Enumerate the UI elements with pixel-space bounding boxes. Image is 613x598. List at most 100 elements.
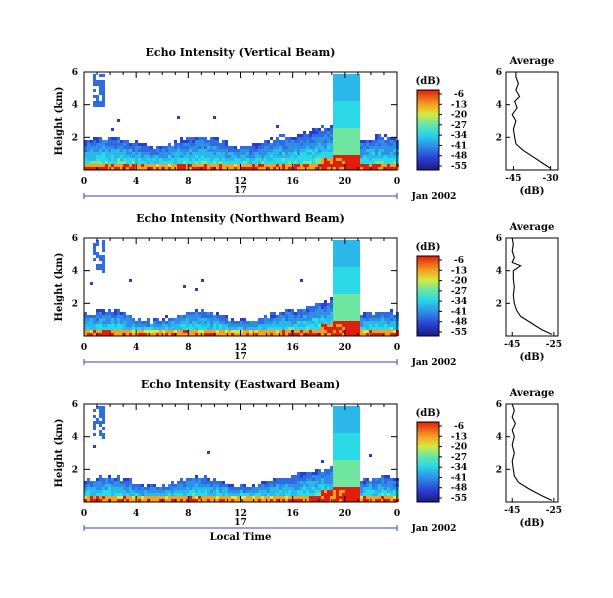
- colorbar-tick: -13: [451, 100, 467, 110]
- x-tick-label: 0: [394, 509, 400, 519]
- x-tick-label: 16: [286, 509, 299, 519]
- profile-frame: [505, 403, 559, 503]
- date-center-label: 17: [234, 352, 247, 362]
- profile-line: [511, 237, 553, 335]
- x-tick-label: 0: [81, 509, 87, 519]
- x-tick-label: 16: [286, 177, 299, 187]
- colorbar-tick: -27: [451, 121, 467, 131]
- panel-title: Echo Intensity (Eastward Beam): [141, 378, 340, 391]
- heatmap-cells: [84, 240, 399, 336]
- x-tick-label: 0: [81, 177, 87, 187]
- profile-x-tick: -25: [546, 340, 562, 350]
- profile-title: Average: [509, 388, 555, 399]
- y-tick-label: 6: [72, 234, 78, 244]
- date-right-label: Jan 2002: [411, 524, 457, 534]
- date-center-label: 17: [234, 518, 247, 528]
- x-tick-label: 20: [339, 509, 352, 519]
- colorbar-tick: -13: [451, 432, 467, 442]
- colorbar-tick: -55: [451, 162, 467, 172]
- date-center-label: 17: [234, 186, 247, 196]
- x-axis-label: Local Time: [210, 532, 272, 543]
- profile-y-tick: 4: [496, 101, 502, 111]
- y-tick-label: 2: [72, 465, 78, 475]
- y-tick-label: 4: [72, 433, 78, 443]
- y-tick-label: 6: [72, 400, 78, 410]
- date-right-label: Jan 2002: [411, 358, 457, 368]
- profile-x-label: (dB): [520, 518, 545, 529]
- y-axis-label: Height (km): [54, 87, 65, 156]
- profile-y-tick: 2: [496, 465, 502, 475]
- colorbar-tick: -13: [451, 266, 467, 276]
- profile-frame: [505, 71, 559, 171]
- profile-y-tick: 4: [496, 267, 502, 277]
- colorbar-tick: -27: [451, 453, 467, 463]
- profile-y-tick: 6: [496, 400, 502, 410]
- colorbar: [416, 89, 440, 171]
- panel-0: Echo Intensity (Vertical Beam) 6 4 2 Height …: [54, 46, 559, 202]
- x-tick-label: 16: [286, 343, 299, 353]
- panel-title: Echo Intensity (Northward Beam): [136, 212, 345, 225]
- y-tick-label: 4: [72, 267, 78, 277]
- profile-title: Average: [509, 222, 555, 233]
- x-tick-label: 8: [185, 343, 191, 353]
- colorbar-tick: -27: [451, 287, 467, 297]
- y-tick-label: 6: [72, 68, 78, 78]
- heatmap-cells: [84, 406, 399, 502]
- colorbar-tick: -48: [451, 152, 467, 162]
- panel-title: Echo Intensity (Vertical Beam): [145, 46, 335, 59]
- panel-1: Echo Intensity (Northward Beam) 6 4 2 Height…: [54, 212, 562, 368]
- colorbar-unit: (dB): [416, 76, 441, 87]
- y-axis-label: Height (km): [54, 419, 65, 488]
- profile-frame: [505, 237, 559, 337]
- colorbar-tick: -20: [451, 277, 467, 287]
- x-tick-label: 8: [185, 509, 191, 519]
- colorbar-tick: -48: [451, 318, 467, 328]
- colorbar-tick: -6: [454, 90, 464, 100]
- x-tick-label: 12: [234, 177, 247, 187]
- colorbar-tick: -20: [451, 443, 467, 453]
- profile-x-tick: -45: [504, 506, 520, 516]
- colorbar-tick: -55: [451, 328, 467, 338]
- x-tick-label: 12: [234, 343, 247, 353]
- profile-x-tick: -45: [504, 340, 520, 350]
- colorbar-tick: -34: [451, 131, 467, 141]
- profile-x-tick: -30: [542, 174, 558, 184]
- colorbar-tick: -48: [451, 484, 467, 494]
- y-tick-label: 4: [72, 101, 78, 111]
- x-tick-label: 4: [133, 509, 139, 519]
- profile-x-tick: -45: [505, 174, 521, 184]
- colorbar-tick: -34: [451, 463, 467, 473]
- colorbar-tick: -34: [451, 297, 467, 307]
- x-tick-label: 20: [339, 177, 352, 187]
- colorbar-tick: -41: [451, 307, 467, 317]
- x-tick-label: 4: [133, 343, 139, 353]
- heatmap-cells: [84, 74, 399, 170]
- x-tick-label: 0: [394, 343, 400, 353]
- colorbar-tick: -55: [451, 494, 467, 504]
- colorbar: [416, 421, 440, 503]
- x-tick-label: 4: [133, 177, 139, 187]
- profile-x-label: (dB): [520, 186, 545, 197]
- profile-title: Average: [509, 56, 555, 67]
- colorbar-tick: -6: [454, 256, 464, 266]
- profile-y-tick: 2: [496, 299, 502, 309]
- date-right-label: Jan 2002: [411, 192, 457, 202]
- x-tick-label: 0: [81, 343, 87, 353]
- panel-2: Echo Intensity (Eastward Beam) 6 4 2 Height …: [54, 378, 562, 543]
- colorbar-tick: -41: [451, 473, 467, 483]
- profile-x-label: (dB): [520, 352, 545, 363]
- profile-x-tick: -25: [546, 506, 562, 516]
- colorbar-unit: (dB): [416, 408, 441, 419]
- x-tick-label: 12: [234, 509, 247, 519]
- profile-y-tick: 6: [496, 68, 502, 78]
- colorbar-tick: -20: [451, 111, 467, 121]
- y-tick-label: 2: [72, 133, 78, 143]
- colorbar: [416, 255, 440, 337]
- profile-line: [511, 72, 551, 169]
- x-tick-label: 0: [394, 177, 400, 187]
- profile-y-tick: 4: [496, 433, 502, 443]
- colorbar-tick: -41: [451, 141, 467, 151]
- profile-line: [511, 403, 553, 501]
- x-tick-label: 8: [185, 177, 191, 187]
